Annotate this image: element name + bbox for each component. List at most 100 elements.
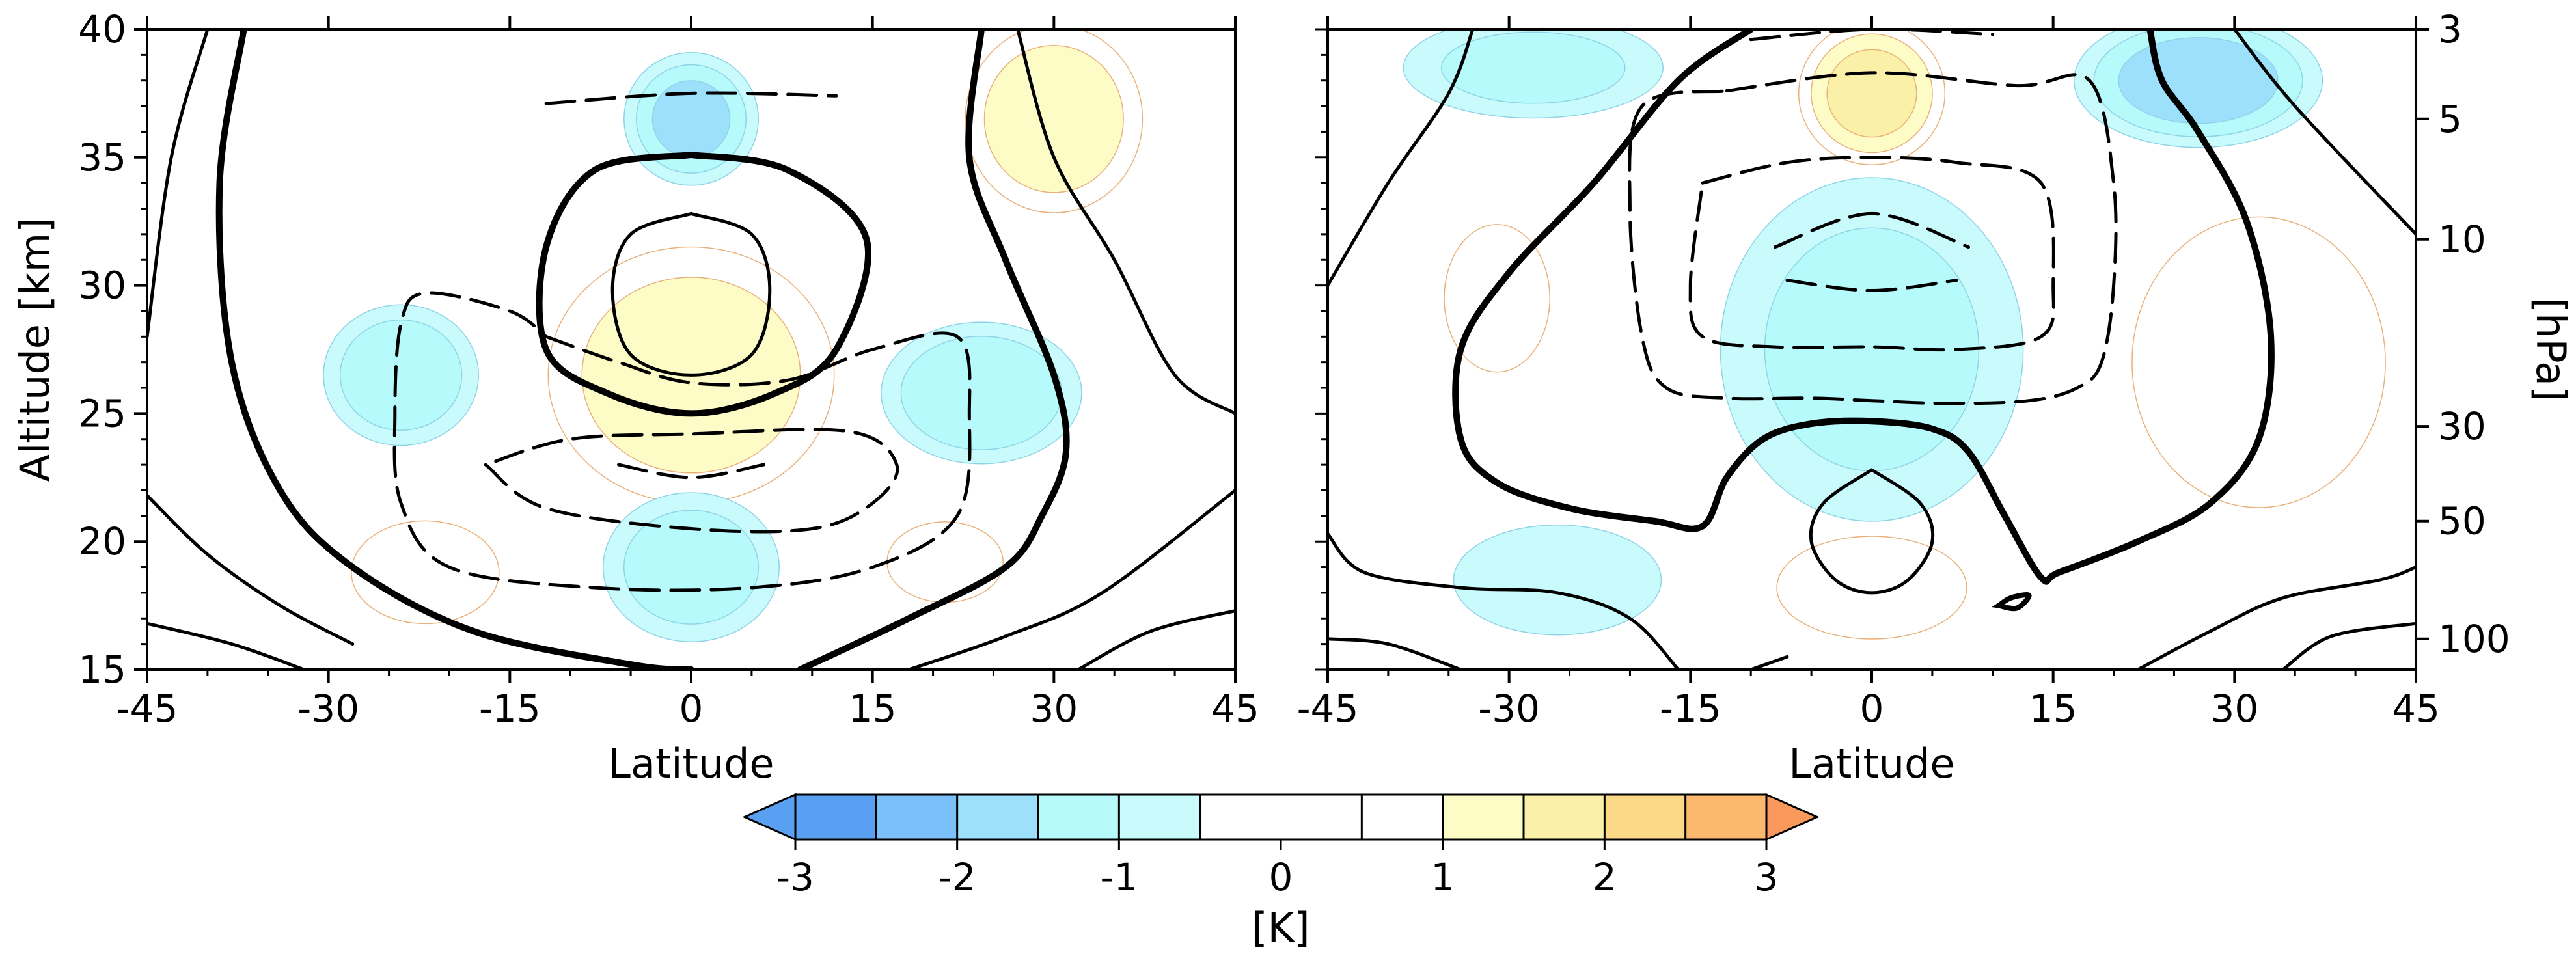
right-contour-solid-1 bbox=[1809, 468, 1935, 595]
left-y-tick-label: 20 bbox=[78, 519, 126, 564]
right-pressure-tick-label: 10 bbox=[2438, 217, 2486, 262]
right-anomaly-band bbox=[1441, 31, 1626, 104]
right-anomaly-warm-6 bbox=[2131, 216, 2386, 508]
right-contour-lines bbox=[1328, 29, 2416, 670]
left-contour-bold-1 bbox=[797, 29, 1070, 670]
left-anomaly-cold-3 bbox=[603, 492, 780, 642]
left-anomaly-band bbox=[900, 335, 1063, 450]
left-anomaly-band bbox=[623, 510, 760, 625]
right-contour-solid-2 bbox=[1328, 29, 1475, 288]
left-anomaly-band bbox=[351, 520, 500, 625]
right-x-tick-label: -30 bbox=[1478, 687, 1540, 731]
left-contour-solid-7 bbox=[1016, 29, 1235, 415]
right-contour-bold-0 bbox=[1452, 29, 2275, 585]
left-y-ticks: 15 20 25 30 35 40 bbox=[78, 7, 147, 692]
colorbar-cell bbox=[1199, 795, 1362, 839]
right-x-tick-label: 0 bbox=[1860, 687, 1884, 731]
right-contour-blob-0 bbox=[1992, 592, 2032, 612]
left-contour-solid-5 bbox=[147, 493, 355, 646]
left-y-tick-label: 35 bbox=[78, 135, 126, 180]
right-pressure-tick-label: 30 bbox=[2438, 404, 2486, 448]
colorbar-cell bbox=[876, 795, 957, 839]
right-x-tick-label: -15 bbox=[1660, 687, 1721, 731]
right-anomaly-warm-2 bbox=[1798, 29, 1946, 165]
right-pressure-ticks: 3 5 10 30 50 100 bbox=[1315, 7, 2510, 671]
left-anomaly-cold-4 bbox=[323, 304, 479, 446]
left-contour-solid-6 bbox=[147, 621, 306, 670]
right-anomaly-band bbox=[1826, 49, 1917, 138]
right-contour-solid-3 bbox=[1328, 532, 1680, 670]
left-y-tick-label: 25 bbox=[78, 391, 126, 435]
colorbar-cell bbox=[1362, 795, 1443, 839]
right-anomaly-cold-3 bbox=[2074, 29, 2323, 148]
colorbar-extend-max bbox=[1765, 793, 1820, 841]
right-anomaly-band bbox=[1776, 536, 1967, 640]
colorbar-cell bbox=[795, 795, 877, 839]
right-pressure-tick-label: 50 bbox=[2438, 499, 2486, 543]
right-contour-dashed-9 bbox=[1749, 29, 1995, 42]
colorbar-tick-label: 0 bbox=[1269, 855, 1293, 899]
left-anomaly-band bbox=[886, 521, 1004, 603]
right-pressure-tick-label: 3 bbox=[2438, 7, 2462, 51]
left-x-tick-label: -45 bbox=[116, 687, 178, 731]
right-contour-dashed-10 bbox=[1628, 71, 2118, 405]
left-anomaly-band bbox=[983, 44, 1124, 193]
right-contour-solid-6 bbox=[2136, 566, 2416, 670]
right-contour-solid-7 bbox=[2281, 621, 2416, 670]
left-x-tick-label: -15 bbox=[479, 687, 541, 731]
left-y-tick-label: 30 bbox=[78, 264, 126, 308]
left-contour-solid-4 bbox=[147, 29, 210, 338]
colorbar-cell bbox=[1442, 795, 1524, 839]
right-contour-solid-5 bbox=[2232, 29, 2416, 236]
right-pressure-tick-label: 5 bbox=[2438, 97, 2462, 141]
right-contour-dashed-12 bbox=[1773, 211, 1971, 249]
right-contour-dashed-11 bbox=[1688, 156, 2055, 352]
left-contour-dashed-13 bbox=[617, 463, 765, 480]
left-contour-dashed-10 bbox=[544, 91, 838, 105]
left-x-tick-label: 30 bbox=[1030, 687, 1078, 731]
colorbar-cell bbox=[1524, 795, 1605, 839]
left-anomaly-cold-5 bbox=[881, 321, 1082, 465]
left-contour-bold-2 bbox=[536, 151, 871, 417]
right-contour-solid-4 bbox=[1328, 637, 1462, 670]
colorbar-cell bbox=[1685, 795, 1766, 839]
left-y-tick-label: 15 bbox=[78, 647, 126, 692]
left-anomaly-warm-6 bbox=[351, 520, 500, 625]
left-x-axis-label: Latitude bbox=[608, 740, 774, 787]
colorbar-cell bbox=[1038, 795, 1119, 839]
left-x-tick-label: -30 bbox=[297, 687, 359, 731]
left-contour-lines bbox=[147, 29, 1235, 670]
left-contour-solid-3 bbox=[610, 211, 772, 377]
left-contour-solid-9 bbox=[1076, 609, 1235, 670]
right-x-tick-label: 30 bbox=[2210, 687, 2258, 731]
colorbar-cell bbox=[1119, 795, 1200, 839]
colorbar-cell bbox=[957, 795, 1038, 839]
right-temperature-fills bbox=[1403, 29, 2386, 640]
right-x-tick-label: -45 bbox=[1297, 687, 1359, 731]
colorbar-label: [K] bbox=[1252, 904, 1309, 951]
left-anomaly-warm-7 bbox=[886, 521, 1004, 603]
right-x-tick-label: 15 bbox=[2029, 687, 2077, 731]
left-contour-dashed-11 bbox=[392, 291, 972, 592]
colorbar-tick-label: -2 bbox=[939, 855, 976, 899]
left-contour-solid-8 bbox=[907, 489, 1235, 670]
right-anomaly-band bbox=[1444, 224, 1550, 373]
left-anomaly-warm-8 bbox=[965, 29, 1144, 213]
left-contour-bold-0 bbox=[215, 29, 694, 670]
right-anomaly-band bbox=[2118, 36, 2279, 124]
left-x-tick-label: 45 bbox=[1211, 687, 1259, 731]
left-anomaly-cold-2 bbox=[623, 52, 759, 186]
right-anomaly-warm-5 bbox=[1444, 224, 1550, 373]
colorbar: -3 -2 -1 0 1 2 3 [K] bbox=[742, 793, 1820, 951]
right-contour-dashed-13 bbox=[1785, 279, 1958, 292]
colorbar-extend-min bbox=[742, 793, 797, 841]
left-anomaly-band bbox=[339, 319, 463, 431]
left-y-tick-label: 40 bbox=[78, 7, 126, 51]
colorbar-tick-label: 3 bbox=[1755, 855, 1779, 899]
colorbar-cells bbox=[742, 793, 1820, 841]
right-pressure-tick-label: 100 bbox=[2438, 617, 2510, 661]
right-x-tick-label: 45 bbox=[2392, 687, 2440, 731]
right-panel: -45 -30 -15 0 15 30 45 3 5 10 30 50 100 Latitude [h… bbox=[1297, 7, 2575, 787]
right-y-axis-label: [hPa] bbox=[2527, 297, 2575, 402]
